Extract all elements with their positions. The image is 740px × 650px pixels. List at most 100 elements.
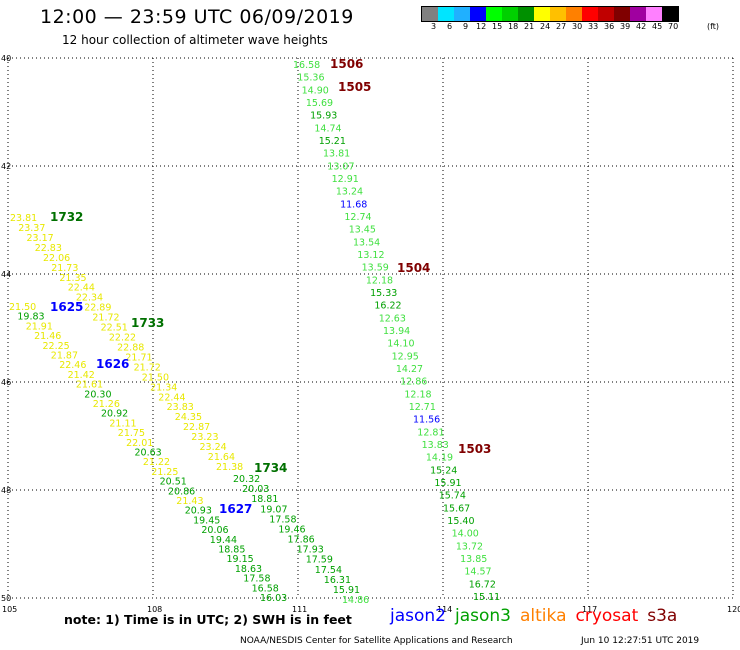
wave-height-value: 22.01 [126, 438, 153, 449]
wave-height-value: 21.25 [151, 467, 178, 478]
wave-height-value: 22.06 [43, 253, 70, 264]
color-swatch [630, 7, 646, 21]
wave-height-value: 13.94 [383, 326, 410, 337]
color-swatch [534, 7, 550, 21]
wave-height-value: 18.85 [218, 545, 245, 556]
wave-height-value: 13.81 [323, 149, 350, 160]
wave-height-value: 22.88 [117, 343, 144, 354]
color-scale-label: 45 [652, 22, 663, 31]
track-hour-label: 1732 [50, 210, 83, 224]
wave-height-value: 14.19 [426, 453, 453, 464]
wave-height-value: 12.71 [409, 402, 436, 413]
wave-height-value: 19.83 [17, 312, 44, 323]
wave-height-value: 23.23 [191, 432, 218, 443]
satellite-legend: jason2 jason3 altika cryosat s3a [390, 606, 686, 626]
wave-height-value: 22.44 [68, 283, 95, 294]
wave-height-value: 13.59 [362, 263, 389, 274]
wave-height-value: 20.86 [168, 486, 195, 497]
wave-height-value: 20.63 [135, 448, 162, 459]
color-scale-label: 15 [492, 22, 503, 31]
wave-height-value: 19.07 [260, 504, 287, 515]
track-hour-label: 1734 [254, 461, 287, 475]
wave-height-value: 14.00 [452, 529, 479, 540]
color-scale-label: 3 [431, 22, 437, 31]
satellite-legend-item: altika [520, 606, 567, 626]
wave-height-value: 21.22 [143, 457, 170, 468]
footer-note: note: 1) Time is in UTC; 2) SWH is in fe… [64, 612, 352, 627]
longitude-label: 105 [2, 605, 17, 614]
wave-height-value: 23.37 [18, 223, 45, 234]
track-hour-label: 1503 [458, 442, 491, 456]
wave-height-value: 13.07 [327, 161, 354, 172]
wave-height-value: 13.12 [357, 250, 384, 261]
wave-height-value: 13.72 [456, 541, 483, 552]
satellite-legend-item: jason3 [455, 606, 511, 626]
wave-height-value: 15.40 [447, 516, 474, 527]
wave-height-value: 22.89 [84, 303, 111, 314]
satellite-legend-item: s3a [647, 606, 678, 626]
wave-height-value: 12.91 [332, 174, 359, 185]
wave-height-value: 21.91 [26, 321, 53, 332]
wave-height-value: 12.86 [400, 377, 427, 388]
wave-height-value: 13.45 [349, 225, 376, 236]
wave-height-value: 15.33 [370, 288, 397, 299]
wave-height-value: 22.83 [35, 243, 62, 254]
wave-height-value: 14.57 [464, 567, 491, 578]
wave-height-value: 15.69 [306, 98, 333, 109]
wave-height-value: 15.36 [297, 73, 324, 84]
color-scale-label: 12 [476, 22, 487, 31]
wave-height-value: 20.93 [185, 506, 212, 517]
wave-height-value: 12.18 [404, 389, 431, 400]
track-hour-label: 1626 [96, 357, 129, 371]
wave-height-value: 16.22 [374, 301, 401, 312]
color-swatch [486, 7, 502, 21]
wave-height-value: 23.81 [10, 213, 37, 224]
longitude-label: 111 [292, 605, 307, 614]
satellite-legend-item: cryosat [575, 606, 639, 626]
color-scale-label: 21 [524, 22, 535, 31]
wave-height-value: 16.58 [252, 583, 279, 594]
wave-height-value: 21.35 [59, 273, 86, 284]
wave-height-value: 14.90 [302, 85, 329, 96]
wave-height-value: 17.54 [315, 565, 342, 576]
longitude-label: 114 [437, 605, 452, 614]
page-subtitle: 12 hour collection of altimeter wave hei… [62, 33, 328, 47]
wave-height-value: 22.87 [183, 422, 210, 433]
color-scale-unit: (ft) [707, 22, 720, 31]
wave-height-value: 21.61 [76, 380, 103, 391]
longitude-label: 120 [727, 605, 740, 614]
color-swatch [646, 7, 662, 21]
wave-height-value: 18.81 [251, 494, 278, 505]
color-swatch [470, 7, 486, 21]
credit-text: NOAA/NESDIS Center for Satellite Applica… [240, 636, 513, 646]
color-swatch [598, 7, 614, 21]
wave-height-value: 13.24 [336, 187, 363, 198]
latitude-label: 42 [1, 162, 11, 171]
wave-height-value: 14.27 [396, 364, 423, 375]
wave-height-value: 14.10 [387, 339, 414, 350]
wave-height-value: 24.35 [175, 412, 202, 423]
wave-height-value: 13.83 [422, 440, 449, 451]
color-scale-label: 30 [572, 22, 583, 31]
wave-height-value: 17.86 [288, 535, 315, 546]
wave-height-value: 17.59 [306, 555, 333, 566]
wave-height-value: 23.83 [167, 402, 194, 413]
track-hour-label: 1506 [330, 57, 363, 71]
color-swatch [582, 7, 598, 21]
longitude-label: 108 [147, 605, 162, 614]
wave-height-value: 21.64 [208, 452, 235, 463]
wave-height-value: 20.06 [201, 525, 228, 536]
longitude-label: 117 [582, 605, 597, 614]
wave-height-value: 11.56 [413, 415, 440, 426]
wave-height-value: 14.74 [314, 123, 341, 134]
wave-height-value: 21.71 [125, 352, 152, 363]
track-hour-label: 1505 [338, 80, 371, 94]
color-scale-bar [421, 6, 679, 22]
latitude-label: 40 [1, 54, 11, 63]
wave-height-value: 22.51 [101, 323, 128, 334]
color-swatch [438, 7, 454, 21]
wave-height-value: 20.51 [160, 477, 187, 488]
wave-height-value: 22.25 [43, 341, 70, 352]
